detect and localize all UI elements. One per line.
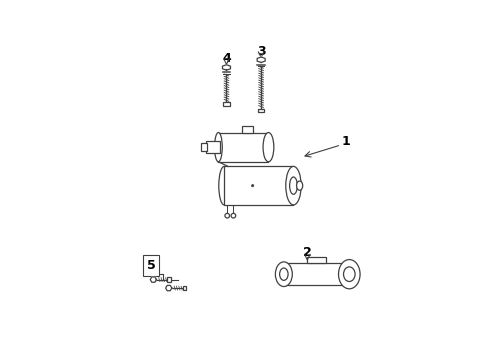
Text: 4: 4 [222,52,231,65]
Polygon shape [150,277,156,282]
Circle shape [231,213,236,218]
Circle shape [225,213,229,218]
Text: 2: 2 [303,246,312,259]
Bar [167,277,171,282]
Bar [219,132,269,162]
Ellipse shape [343,267,355,282]
Text: 1: 1 [342,135,350,148]
Bar [224,166,294,205]
Ellipse shape [286,166,301,205]
Polygon shape [166,285,172,291]
Ellipse shape [219,166,229,205]
Text: 5: 5 [147,259,155,272]
Bar [307,257,326,264]
Ellipse shape [263,132,274,162]
Circle shape [251,184,254,187]
Bar [242,126,253,132]
Polygon shape [222,65,230,70]
Ellipse shape [275,262,293,287]
Ellipse shape [296,181,303,190]
Bar [201,143,207,151]
Ellipse shape [215,132,222,162]
Bar [223,103,229,106]
Bar [284,264,349,285]
Polygon shape [257,57,265,62]
Ellipse shape [280,268,288,280]
Bar [183,286,186,291]
Text: 3: 3 [257,45,266,58]
Bar [258,109,264,112]
Bar [206,141,220,153]
Ellipse shape [290,177,297,194]
Ellipse shape [339,260,360,289]
